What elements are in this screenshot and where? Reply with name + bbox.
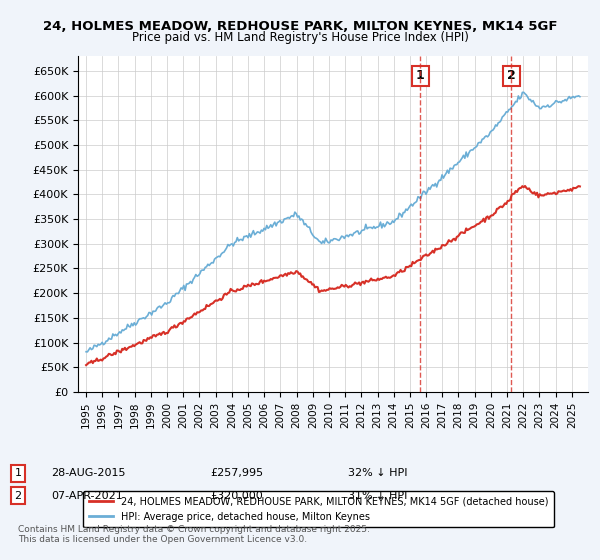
Text: 07-APR-2021: 07-APR-2021 xyxy=(51,491,123,501)
Text: £257,995: £257,995 xyxy=(210,468,263,478)
Text: Price paid vs. HM Land Registry's House Price Index (HPI): Price paid vs. HM Land Registry's House … xyxy=(131,31,469,44)
Text: 24, HOLMES MEADOW, REDHOUSE PARK, MILTON KEYNES, MK14 5GF: 24, HOLMES MEADOW, REDHOUSE PARK, MILTON… xyxy=(43,20,557,32)
Text: £320,000: £320,000 xyxy=(210,491,263,501)
Text: 2: 2 xyxy=(14,491,22,501)
Text: 31% ↓ HPI: 31% ↓ HPI xyxy=(348,491,407,501)
Text: Contains HM Land Registry data © Crown copyright and database right 2025.
This d: Contains HM Land Registry data © Crown c… xyxy=(18,525,370,544)
Text: 32% ↓ HPI: 32% ↓ HPI xyxy=(348,468,407,478)
Text: 1: 1 xyxy=(14,468,22,478)
Text: 1: 1 xyxy=(416,69,425,82)
Text: 2: 2 xyxy=(507,69,516,82)
Text: 28-AUG-2015: 28-AUG-2015 xyxy=(51,468,125,478)
Legend: 24, HOLMES MEADOW, REDHOUSE PARK, MILTON KEYNES, MK14 5GF (detached house), HPI:: 24, HOLMES MEADOW, REDHOUSE PARK, MILTON… xyxy=(83,491,554,528)
